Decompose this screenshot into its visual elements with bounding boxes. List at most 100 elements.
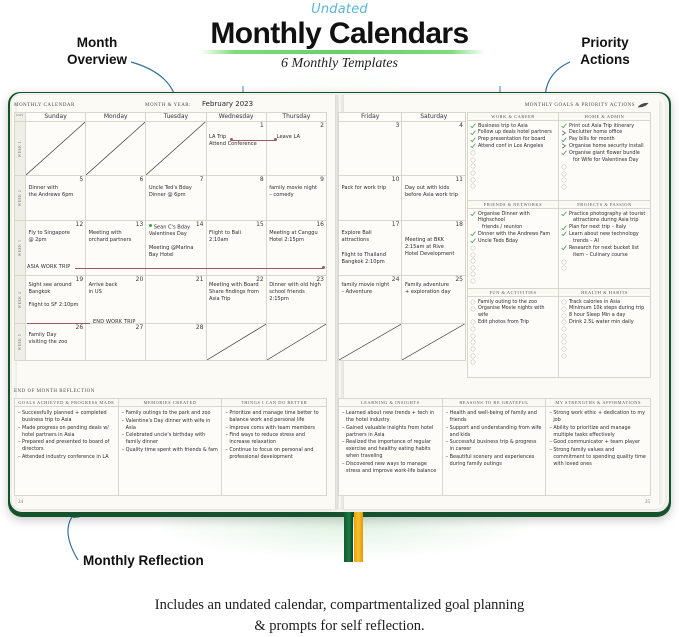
day-event-birthday[interactable]: Sean C's Bday xyxy=(148,224,204,231)
day-event[interactable]: Meeting with xyxy=(88,230,122,236)
checkbox-empty-icon[interactable] xyxy=(470,150,476,156)
check-icon[interactable] xyxy=(561,231,567,237)
check-icon[interactable] xyxy=(470,130,476,136)
reflection-item[interactable]: Support and understanding from wife and … xyxy=(446,425,543,439)
goal-item[interactable] xyxy=(470,170,556,177)
reflection-item[interactable]: Health and well-being of family and frie… xyxy=(446,410,543,424)
goal-item[interactable] xyxy=(470,265,556,272)
reflection-item[interactable]: Good communicator + team player xyxy=(549,439,647,446)
goal-item[interactable] xyxy=(470,359,556,366)
reflection-item[interactable]: Made progress on pending deals w/ hotel … xyxy=(18,425,115,439)
check-icon[interactable] xyxy=(470,123,476,129)
goal-item[interactable] xyxy=(561,333,648,340)
day-event[interactable]: Meeting at Canggu xyxy=(269,230,318,236)
checkbox-empty-icon[interactable] xyxy=(561,313,567,319)
check-icon[interactable] xyxy=(561,136,567,143)
check-icon[interactable] xyxy=(561,150,567,156)
check-icon[interactable] xyxy=(470,231,476,237)
goal-item[interactable]: Organise giant flower bundle for Wife for… xyxy=(561,150,648,164)
day-event[interactable]: Dinner with xyxy=(28,185,58,191)
day-cell-23[interactable]: 23 Dinner with old high school friends 2… xyxy=(265,275,328,324)
checkbox-empty-icon[interactable] xyxy=(470,306,476,312)
month-year-value[interactable]: February 2023 xyxy=(202,100,254,108)
day-cell-4[interactable]: 4 xyxy=(401,121,466,176)
check-icon[interactable] xyxy=(561,211,567,217)
day-cell-9[interactable]: 9 family movie night – comedy xyxy=(265,175,328,221)
checkbox-empty-icon[interactable] xyxy=(561,177,567,183)
check-icon[interactable] xyxy=(470,143,476,149)
day-event[interactable]: Arrive back xyxy=(88,282,118,288)
goal-item[interactable]: Drink 2.5L water min daily xyxy=(561,319,648,326)
goal-item[interactable]: Uncle Teds Bday xyxy=(470,238,556,245)
day-cell-5[interactable]: 5 Dinner with the Andrews 6pm xyxy=(24,175,87,221)
day-event[interactable]: Meeting @Marina xyxy=(148,245,194,251)
day-cell-blank[interactable] xyxy=(85,121,147,176)
day-event[interactable]: + exploration day xyxy=(404,289,451,295)
goal-item[interactable] xyxy=(470,157,556,164)
day-event[interactable]: Day out with kids xyxy=(404,185,450,191)
goal-item[interactable]: Dinner with the Andrews Fam xyxy=(470,231,556,238)
checkbox-empty-icon[interactable] xyxy=(470,271,476,277)
check-icon[interactable] xyxy=(470,136,476,143)
goal-item[interactable] xyxy=(561,346,648,353)
day-cell-15[interactable]: 15 Flight to Bali 2:10am xyxy=(205,220,267,276)
day-cell-10[interactable]: 10 Pack for work trip xyxy=(337,175,403,221)
day-cell-blank[interactable] xyxy=(265,323,328,361)
day-event[interactable]: the Andrews 6pm xyxy=(28,192,74,198)
check-icon[interactable] xyxy=(470,211,476,217)
goal-item[interactable] xyxy=(561,352,648,359)
goal-item[interactable] xyxy=(470,150,556,157)
checkbox-empty-icon[interactable] xyxy=(561,299,567,305)
arrow-forward-icon[interactable] xyxy=(561,130,567,136)
reflection-item[interactable]: Beautiful scenery and experiences during… xyxy=(446,454,543,468)
reflection-item[interactable]: Successful business trip & progress in c… xyxy=(446,439,543,453)
day-event[interactable]: visiting the zoo xyxy=(28,339,68,345)
goal-item[interactable] xyxy=(561,259,648,266)
checkbox-empty-icon[interactable] xyxy=(561,326,567,332)
day-event[interactable]: Dinner @ 6pm xyxy=(148,192,186,198)
day-event[interactable]: family movie night xyxy=(341,282,390,288)
goal-item[interactable] xyxy=(470,339,556,346)
goal-item[interactable]: Organise home security install xyxy=(561,143,648,150)
day-cell-3[interactable]: 3 xyxy=(337,121,403,176)
day-event[interactable]: Bangkok xyxy=(28,289,51,295)
goal-item[interactable] xyxy=(561,339,648,346)
day-event[interactable]: Uncle Ted's Bday xyxy=(148,185,192,191)
checkbox-empty-icon[interactable] xyxy=(470,177,476,183)
goal-item[interactable]: 8 hour Sleep Min a day xyxy=(561,312,648,319)
day-event[interactable]: 2:10am xyxy=(209,237,229,243)
reflection-item[interactable]: Attended industry conference in LA xyxy=(18,454,115,461)
goal-item[interactable]: Family outing to the zoo xyxy=(470,299,556,306)
day-cell-blank[interactable] xyxy=(401,323,466,361)
goal-item[interactable] xyxy=(561,177,648,184)
checkbox-empty-icon[interactable] xyxy=(470,265,476,271)
day-event[interactable]: – Adventure xyxy=(341,289,373,295)
goal-item[interactable] xyxy=(470,245,556,252)
checkbox-empty-icon[interactable] xyxy=(470,333,476,339)
goal-item[interactable] xyxy=(561,170,648,177)
checkbox-empty-icon[interactable] xyxy=(561,184,567,190)
day-event[interactable]: Pack for work trip xyxy=(341,185,387,191)
day-cell-25[interactable]: 25 Family adventure + exploration day xyxy=(401,275,466,324)
day-event[interactable]: attractions xyxy=(341,237,370,243)
day-event[interactable]: before Asia work trip xyxy=(404,192,458,198)
day-event[interactable]: Bangkok 2:10pm xyxy=(341,259,385,265)
goal-item[interactable]: Organise Movie nights with wife xyxy=(470,305,556,319)
day-event[interactable]: school friends 2:15pm xyxy=(269,289,305,302)
day-cell-14[interactable]: 14 Sean C's Bday Valentines Day Meeting … xyxy=(145,220,207,276)
day-event[interactable]: orchard partners xyxy=(88,237,132,243)
day-event[interactable]: Meeting with Board xyxy=(209,282,259,288)
checkbox-empty-icon[interactable] xyxy=(470,353,476,359)
checkbox-empty-icon[interactable] xyxy=(470,326,476,332)
day-event[interactable]: Valentines Day xyxy=(148,231,187,237)
checkbox-empty-icon[interactable] xyxy=(470,346,476,352)
goal-item[interactable] xyxy=(561,164,648,171)
day-cell-blank[interactable] xyxy=(337,323,403,361)
day-cell-21[interactable]: 21 xyxy=(145,275,207,324)
reflection-item[interactable]: Find ways to reduce stress and increase … xyxy=(225,432,323,446)
day-event[interactable]: Dinner with old high xyxy=(269,282,321,288)
day-cell-13[interactable]: 13 Meeting with orchard partners xyxy=(85,220,147,276)
goal-item[interactable]: Follow up deals hotel partners xyxy=(470,129,556,136)
checkbox-empty-icon[interactable] xyxy=(470,339,476,345)
day-cell-6[interactable]: 6 xyxy=(85,175,147,221)
